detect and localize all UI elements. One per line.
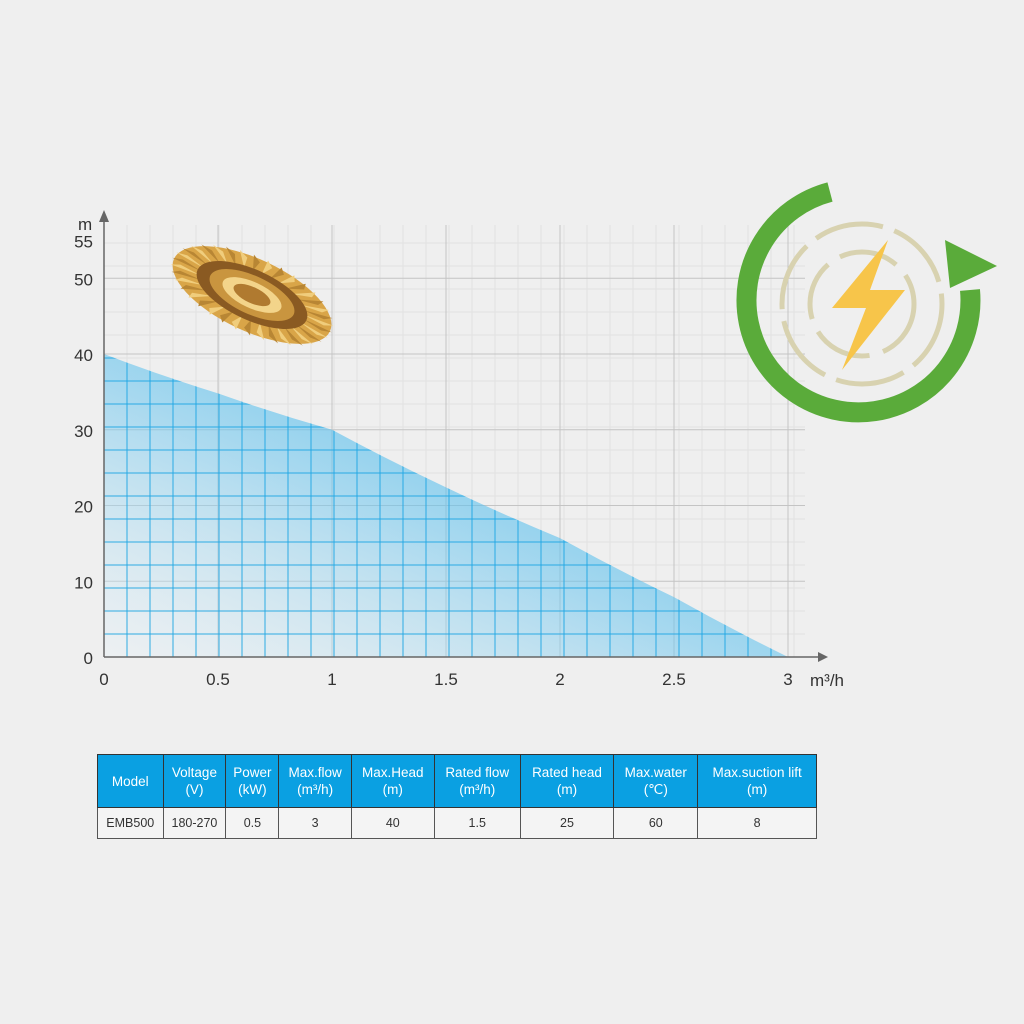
x-tick-label: 2 [555,670,564,689]
column-header: Voltage (V) [162,754,227,808]
y-tick-label: 30 [74,422,93,441]
x-tick-label: 0.5 [206,670,230,689]
x-tick-label: 2.5 [662,670,686,689]
header-text: Rated flow [445,765,510,780]
column-header: Rated flow (m³/h) [433,754,521,808]
y-tick-label: 10 [74,573,93,592]
x-tick-label: 1.5 [434,670,458,689]
y-tick-label: 40 [74,346,93,365]
table-cell: 60 [613,807,699,839]
table-cell: 25 [519,807,615,839]
header-text: Max.flow [288,765,342,780]
column-header: Max.suction lift (m) [697,754,817,808]
header-text: (m³/h) [297,782,334,797]
x-axis-arrow-icon [818,652,828,662]
header-text: (m) [556,782,578,797]
y-tick-label: 20 [74,498,93,517]
table-cell: 0.5 [225,807,280,839]
impeller-image [170,244,334,346]
lightning-icon [832,240,905,370]
table-cell: EMB500 [97,807,164,839]
column-header: Power (kW) [225,754,280,808]
y-tick-label: 55 [74,232,93,251]
header-text: Max.water [624,765,687,780]
axes [99,210,828,662]
column-header: Max.Head (m) [350,754,435,808]
table-cell: 1.5 [433,807,521,839]
table-cell: 40 [350,807,435,839]
header-text: (kW) [238,782,267,797]
header-text: Model [111,773,149,789]
column-header: Rated head (m) [519,754,615,808]
column-header: Model [97,754,164,808]
x-tick-label: 1 [327,670,336,689]
x-tick-label: 3 [783,670,792,689]
table-cell: 180-270 [162,807,227,839]
energy-cycle-icon [736,182,997,423]
table-cell: 3 [278,807,352,839]
header-text: Max.Head [362,765,424,780]
header-text: Rated head [532,765,602,780]
x-tick-label: 0 [99,670,108,689]
header-text: (℃) [643,782,668,797]
header-text: Voltage [171,765,217,780]
header-text: (m) [747,782,768,797]
table-row: EMB500 180-270 0.5 3 40 1.5 25 60 8 [97,807,817,839]
header-text: Max.suction lift [712,765,802,780]
y-tick-label: 0 [84,649,93,668]
y-axis-label: m [78,215,92,234]
header-text: (m) [382,782,403,797]
y-axis-arrow-icon [99,210,109,222]
y-tick-label: 50 [74,270,93,289]
header-text: Power [233,765,272,780]
header-text: (V) [185,782,204,797]
column-header: Max.water (℃) [613,754,699,808]
spec-table: Model Voltage (V) Power (kW) Max.flow (m³/h) Ma… [97,754,817,839]
x-axis-label: m³/h [810,671,844,690]
area-series [104,354,788,657]
header-text: (m³/h) [459,782,496,797]
table-cell: 8 [697,807,817,839]
column-header: Max.flow (m³/h) [278,754,352,808]
